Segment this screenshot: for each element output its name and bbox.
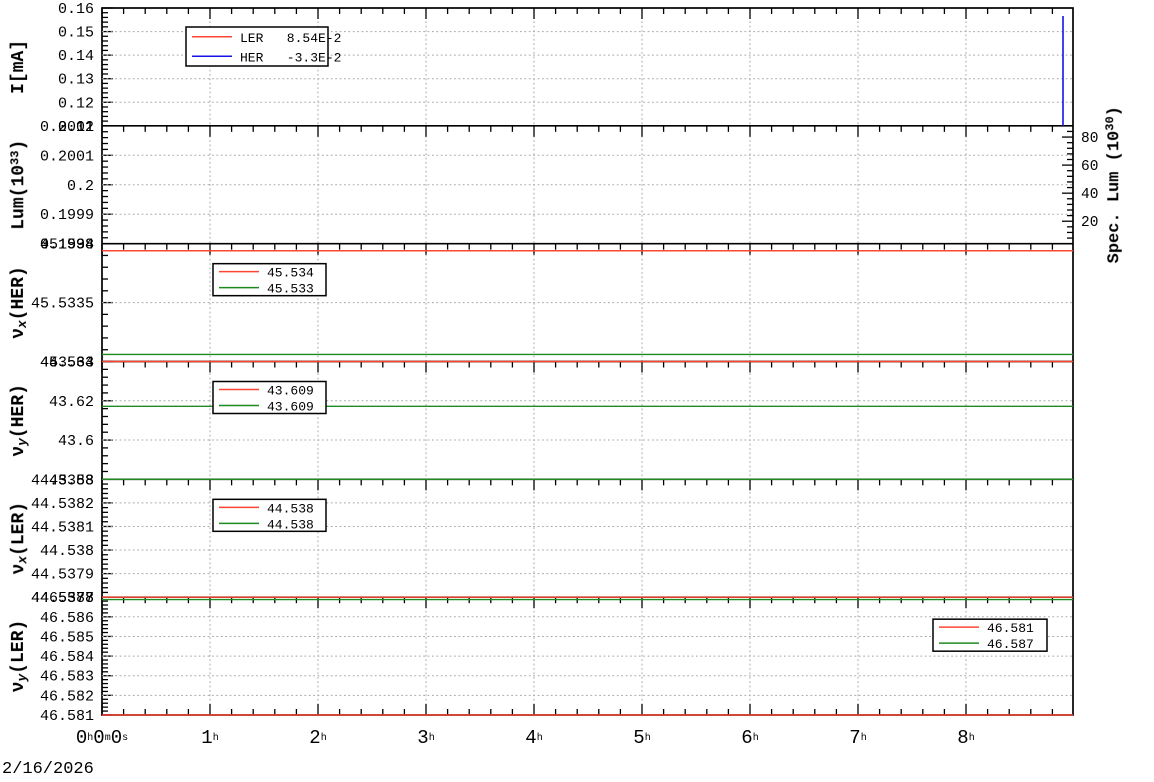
svg-text:46.581: 46.581: [40, 708, 94, 725]
svg-text:44.538: 44.538: [267, 501, 314, 516]
svg-text:8h: 8h: [957, 727, 974, 749]
svg-text:45.533: 45.533: [267, 282, 314, 297]
svg-text:I[mA]: I[mA]: [9, 40, 29, 94]
svg-text:0.14: 0.14: [58, 48, 94, 65]
svg-text:43.609: 43.609: [267, 400, 314, 415]
svg-text:6h: 6h: [741, 727, 758, 749]
svg-text:46.585: 46.585: [40, 629, 94, 646]
svg-text:45.5335: 45.5335: [31, 296, 94, 313]
svg-text:46.587: 46.587: [987, 637, 1034, 652]
svg-text:43.58: 43.58: [49, 472, 94, 489]
svg-text:0.1999: 0.1999: [40, 207, 94, 224]
svg-text:0.2001: 0.2001: [40, 148, 94, 165]
svg-text:44.5382: 44.5382: [31, 496, 94, 513]
svg-text:νy(HER): νy(HER): [9, 384, 30, 457]
svg-text:1h: 1h: [201, 727, 218, 749]
svg-text:7h: 7h: [849, 727, 866, 749]
svg-text:0.12: 0.12: [58, 95, 94, 112]
svg-text:80: 80: [1081, 131, 1098, 147]
svg-text:0.16: 0.16: [58, 1, 94, 18]
svg-text:46.586: 46.586: [40, 610, 94, 627]
svg-text:46.584: 46.584: [40, 649, 94, 666]
svg-text:0h0m0s: 0h0m0s: [76, 727, 128, 749]
svg-text:νx(LER): νx(LER): [9, 502, 30, 575]
svg-text:44.538: 44.538: [40, 543, 94, 560]
svg-text:45.533: 45.533: [40, 355, 94, 372]
svg-text:20: 20: [1081, 215, 1098, 231]
svg-text:Spec. Lum (1030): Spec. Lum (1030): [1103, 106, 1124, 263]
svg-text:45.534: 45.534: [267, 266, 314, 281]
svg-text:46.582: 46.582: [40, 688, 94, 705]
svg-text:νy(LER): νy(LER): [9, 620, 30, 693]
svg-text:44.538: 44.538: [267, 517, 314, 532]
svg-text:2/16/2026: 2/16/2026: [2, 760, 94, 779]
svg-text:43.6: 43.6: [58, 433, 94, 450]
svg-text:νx(HER): νx(HER): [9, 266, 30, 339]
svg-text:44.5381: 44.5381: [31, 519, 94, 536]
svg-text:0.11: 0.11: [58, 119, 94, 136]
svg-text:LER 8.54E-2: LER 8.54E-2: [240, 31, 341, 46]
svg-text:43.62: 43.62: [49, 394, 94, 411]
svg-text:0.15: 0.15: [58, 25, 94, 42]
svg-text:4h: 4h: [525, 727, 542, 749]
svg-text:3h: 3h: [417, 727, 434, 749]
svg-text:46.581: 46.581: [987, 621, 1034, 636]
svg-text:0.1998: 0.1998: [40, 237, 94, 254]
svg-text:46.583: 46.583: [40, 669, 94, 686]
svg-text:44.5379: 44.5379: [31, 567, 94, 584]
svg-text:44.5378: 44.5378: [31, 590, 94, 607]
svg-text:2h: 2h: [309, 727, 326, 749]
svg-text:60: 60: [1081, 159, 1098, 175]
svg-text:Lum(1033): Lum(1033): [8, 140, 29, 230]
svg-text:0.2: 0.2: [67, 178, 94, 195]
svg-text:43.609: 43.609: [267, 384, 314, 399]
svg-text:0.13: 0.13: [58, 72, 94, 89]
svg-text:5h: 5h: [633, 727, 650, 749]
svg-text:40: 40: [1081, 187, 1098, 203]
svg-text:HER -3.3E-2: HER -3.3E-2: [240, 50, 341, 65]
